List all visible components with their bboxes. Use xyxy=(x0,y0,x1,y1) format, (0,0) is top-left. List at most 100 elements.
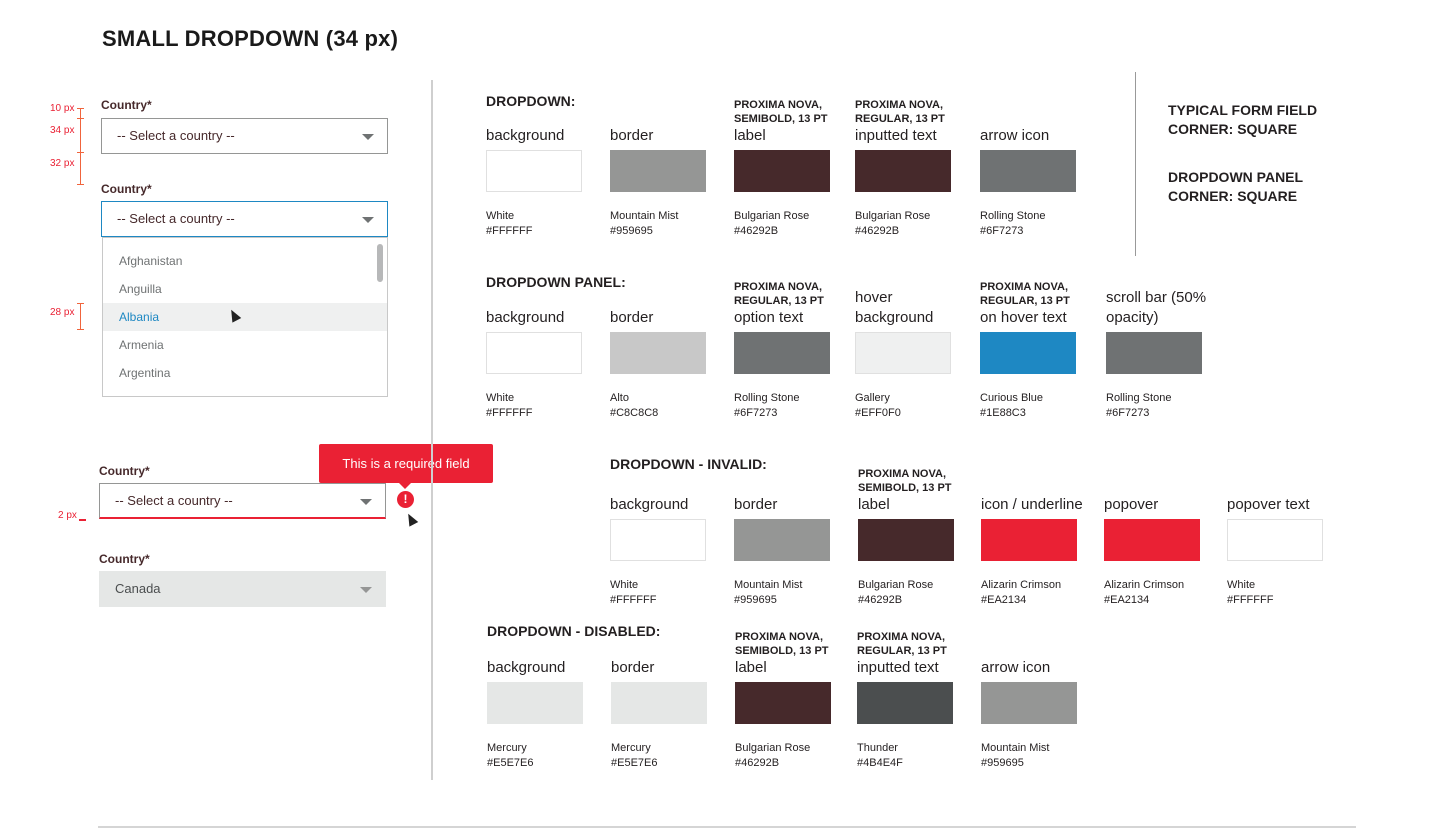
caret-down-icon xyxy=(360,587,372,593)
vertical-divider xyxy=(1135,72,1136,256)
color-name: Mountain Mist xyxy=(734,579,803,591)
error-popover: This is a required field xyxy=(319,444,493,489)
color-hex: #EFF0F0 xyxy=(855,407,901,419)
page-title: SMALL DROPDOWN (34 px) xyxy=(102,26,399,51)
swatch-header: PROXIMA NOVA, REGULAR, 13 PT inputted tex… xyxy=(857,622,975,678)
caret-down-icon xyxy=(362,217,374,223)
color-swatch-card: hover background Gallery #EFF0F0 xyxy=(855,272,973,421)
measure-height: 34 px xyxy=(50,125,75,136)
option-anguilla[interactable]: Anguilla xyxy=(119,282,162,296)
color-hex: #EA2134 xyxy=(981,594,1027,606)
color-name: Rolling Stone xyxy=(734,392,800,404)
color-name: Mountain Mist xyxy=(981,742,1050,754)
color-swatch-card: PROXIMA NOVA, SEMIBOLD, 13 PT label Bulgar… xyxy=(735,622,853,771)
country-select-open[interactable]: -- Select a country -- xyxy=(101,201,388,237)
color-swatch xyxy=(1227,519,1323,561)
swatch-header: hover background xyxy=(855,272,973,328)
color-hex: #46292B xyxy=(855,225,900,237)
color-swatch-card: border Mercury #E5E7E6 xyxy=(611,622,729,771)
color-name: Mountain Mist xyxy=(610,210,679,222)
option-argentina[interactable]: Argentina xyxy=(119,366,171,380)
color-swatch xyxy=(858,519,954,561)
swatch-label: popover xyxy=(1104,496,1159,513)
color-name: Bulgarian Rose xyxy=(858,579,934,591)
country-select[interactable]: -- Select a country -- xyxy=(101,118,388,154)
measure-tick xyxy=(77,108,84,109)
swatch-label: on hover text xyxy=(980,309,1067,326)
country-label: Country* xyxy=(99,464,150,478)
color-swatch-card: border Mountain Mist #959695 xyxy=(734,459,852,608)
mouse-cursor-icon xyxy=(403,511,419,527)
color-swatch xyxy=(980,332,1076,374)
form-field-corner-note: TYPICAL FORM FIELD CORNER: SQUARE xyxy=(1168,101,1317,139)
scrollbar[interactable] xyxy=(377,244,383,282)
color-name: Alizarin Crimson xyxy=(981,579,1062,591)
note-line: TYPICAL FORM FIELD xyxy=(1168,102,1318,118)
color-swatch xyxy=(855,150,951,192)
color-swatch xyxy=(734,332,830,374)
font-spec: PROXIMA NOVA, SEMIBOLD, 13 PT xyxy=(858,468,952,494)
measure-line xyxy=(80,108,81,184)
color-name: White xyxy=(610,579,639,591)
swatch-label: border xyxy=(610,127,654,144)
color-hex: #959695 xyxy=(734,594,777,606)
section-title: DROPDOWN - DISABLED: xyxy=(487,623,661,639)
color-hex: #959695 xyxy=(981,757,1024,769)
select-placeholder: -- Select a country -- xyxy=(117,128,235,143)
color-swatch-card: background White #FFFFFF xyxy=(610,459,728,608)
color-name: White xyxy=(486,210,515,222)
swatch-header: scroll bar (50% opacity) xyxy=(1106,272,1224,328)
color-swatch xyxy=(980,150,1076,192)
color-hex: #EA2134 xyxy=(1104,594,1150,606)
color-swatch xyxy=(855,332,951,374)
caret-down-icon xyxy=(362,134,374,140)
measure-tick xyxy=(77,118,84,119)
swatch-label: background xyxy=(486,127,565,144)
measure-tick xyxy=(79,519,86,521)
option-armenia[interactable]: Armenia xyxy=(119,338,164,352)
swatch-header: PROXIMA NOVA, REGULAR, 13 PT on hover tex… xyxy=(980,272,1098,328)
option-afghanistan[interactable]: Afghanistan xyxy=(119,254,183,268)
color-swatch-card: border Mountain Mist #959695 xyxy=(610,90,728,239)
note-line: CORNER: SQUARE xyxy=(1168,121,1298,137)
color-swatch-card: icon / underline Alizarin Crimson #EA2134 xyxy=(981,459,1099,608)
color-swatch-card: PROXIMA NOVA, SEMIBOLD, 13 PT label Bulgar… xyxy=(734,90,852,239)
color-name: Alto xyxy=(610,392,629,404)
color-swatch-card: popover Alizarin Crimson #EA2134 xyxy=(1104,459,1222,608)
font-spec: PROXIMA NOVA, REGULAR, 13 PT xyxy=(734,281,824,307)
swatch-label: label xyxy=(858,496,890,513)
measure-tick xyxy=(77,329,84,330)
color-hex: #4B4E4F xyxy=(857,757,903,769)
color-hex: #46292B xyxy=(858,594,903,606)
color-hex: #959695 xyxy=(610,225,653,237)
vertical-divider xyxy=(431,80,433,780)
color-hex: #46292B xyxy=(734,225,779,237)
bottom-divider xyxy=(98,826,1356,828)
color-hex: #E5E7E6 xyxy=(611,757,658,769)
note-line: DROPDOWN PANEL xyxy=(1168,169,1304,185)
country-select-invalid[interactable]: -- Select a country -- xyxy=(99,483,386,519)
swatch-label: border xyxy=(611,659,655,676)
swatch-header: border xyxy=(610,90,728,146)
swatch-label: arrow icon xyxy=(980,127,1050,144)
swatch-header: PROXIMA NOVA, SEMIBOLD, 13 PT label xyxy=(735,622,853,678)
swatch-label: background xyxy=(610,496,689,513)
swatch-label: hover background xyxy=(855,289,934,326)
font-spec: PROXIMA NOVA, SEMIBOLD, 13 PT xyxy=(734,99,828,125)
color-swatch xyxy=(734,150,830,192)
option-albania[interactable]: Albania xyxy=(103,303,387,331)
color-swatch xyxy=(610,519,706,561)
swatch-header: border xyxy=(611,622,729,678)
color-name: Mercury xyxy=(487,742,527,754)
color-hex: #1E88C3 xyxy=(980,407,1026,419)
measure-underline: 2 px xyxy=(58,510,77,521)
section-title: DROPDOWN: xyxy=(486,93,576,109)
error-icon[interactable]: ! xyxy=(397,491,414,508)
swatch-header: background xyxy=(487,622,605,678)
section-title: DROPDOWN - INVALID: xyxy=(610,456,767,472)
swatch-header: PROXIMA NOVA, SEMIBOLD, 13 PT label xyxy=(734,90,852,146)
swatch-label: border xyxy=(734,496,778,513)
color-swatch xyxy=(1104,519,1200,561)
swatch-header: border xyxy=(734,459,852,515)
color-name: Bulgarian Rose xyxy=(735,742,811,754)
